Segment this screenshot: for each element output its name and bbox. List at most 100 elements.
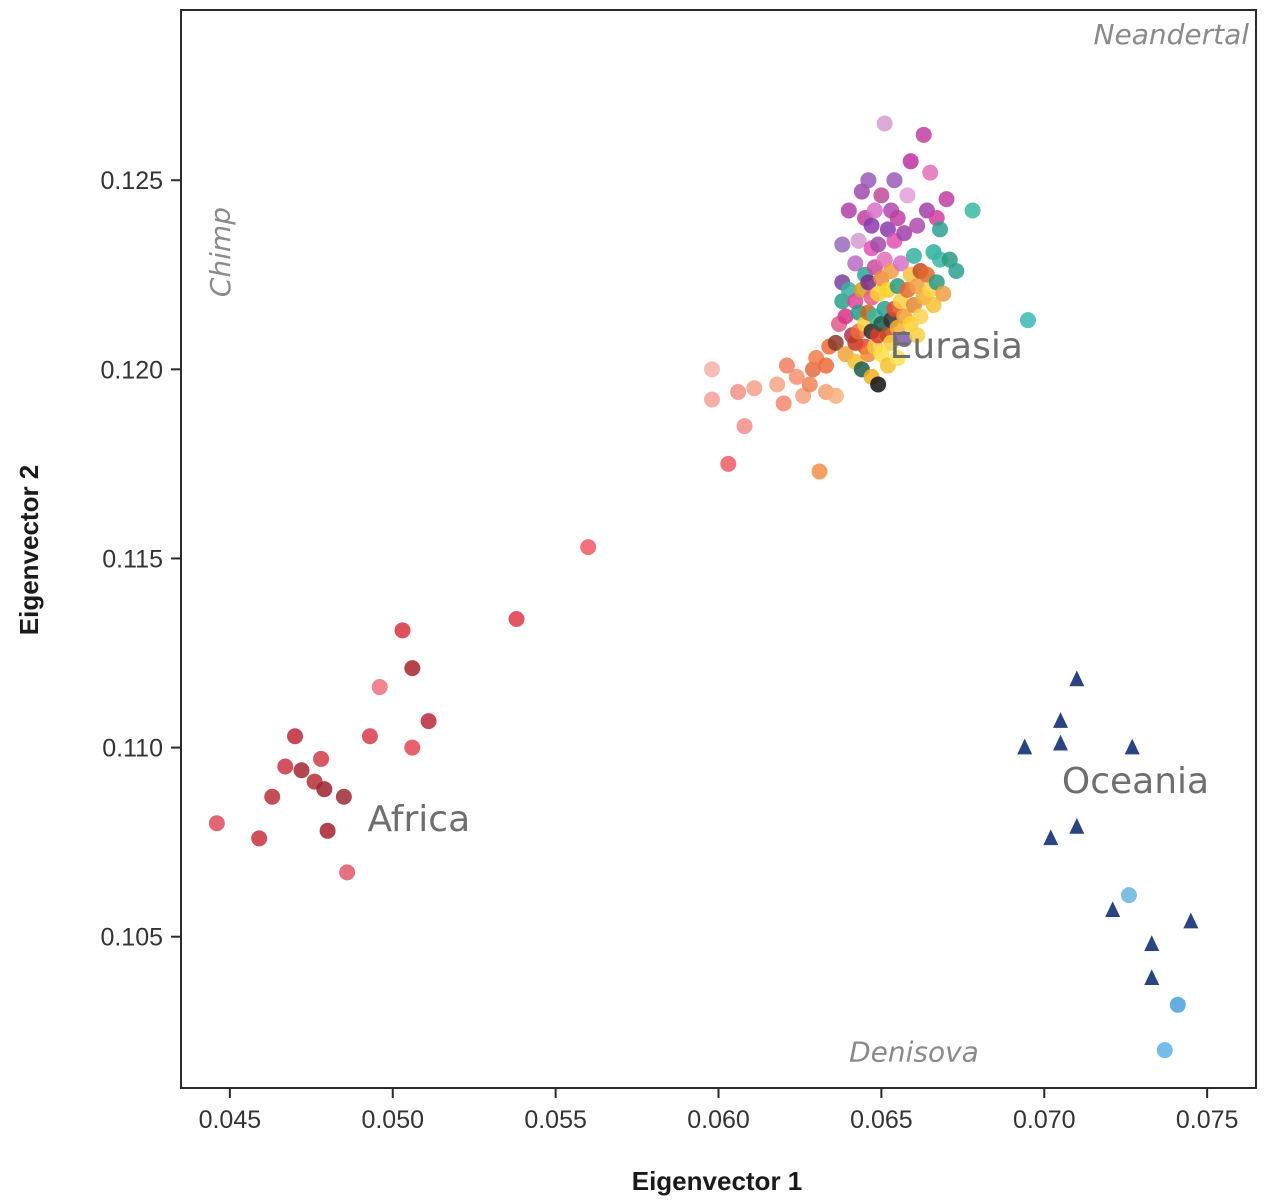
x-tick-label: 0.050: [361, 1106, 424, 1134]
y-axis-title: Eigenvector 2: [14, 465, 44, 636]
sample-point: [801, 376, 818, 393]
x-tick-label: 0.055: [524, 1106, 587, 1134]
sample-point: [508, 610, 525, 627]
oceania-triangle-point: [1105, 901, 1121, 917]
sample-point: [703, 391, 720, 408]
reference-label-chimp: Chimp: [204, 207, 237, 297]
sample-point: [746, 380, 763, 397]
sample-point: [1120, 887, 1137, 904]
sample-point: [909, 217, 926, 234]
sample-point: [870, 376, 887, 393]
sample-point: [860, 172, 877, 189]
oceania-triangle-point: [1053, 712, 1069, 728]
x-tick-label: 0.045: [199, 1106, 262, 1134]
sample-point: [335, 788, 352, 805]
sample-point: [847, 255, 864, 272]
sample-point: [339, 864, 356, 881]
sample-point: [909, 327, 926, 344]
sample-point: [811, 463, 828, 480]
y-tick-label: 0.120: [100, 356, 163, 384]
sample-point: [925, 297, 942, 314]
sample-point: [837, 308, 854, 325]
sample-point: [915, 126, 932, 143]
oceania-triangle-point: [1124, 738, 1140, 755]
x-tick-label: 0.070: [1013, 1106, 1076, 1134]
sample-point: [876, 115, 893, 132]
sample-point: [948, 262, 965, 279]
sample-point: [905, 247, 922, 264]
sample-point: [873, 187, 890, 204]
oceania-triangle-point: [1144, 969, 1160, 986]
sample-point: [932, 221, 949, 238]
sample-point: [1156, 1042, 1173, 1059]
sample-point: [319, 822, 336, 839]
region-label-eurasia: Eurasia: [890, 326, 1023, 367]
sample-point: [420, 713, 437, 730]
sample-point: [964, 202, 981, 219]
x-tick-label: 0.075: [1176, 1106, 1239, 1134]
sample-point: [769, 376, 786, 393]
sample-point: [277, 758, 294, 775]
region-label-africa: Africa: [367, 799, 470, 840]
sample-point: [264, 788, 281, 805]
sample-point: [902, 153, 919, 170]
sample-point: [938, 191, 955, 208]
oceania-triangle-point: [1043, 829, 1059, 846]
y-tick-label: 0.115: [102, 545, 163, 573]
reference-label-denisova: Denisova: [849, 1036, 979, 1069]
sample-point: [883, 334, 900, 351]
sample-point: [935, 285, 952, 302]
sample-point: [720, 455, 737, 472]
sample-point: [899, 187, 916, 204]
sample-point: [827, 387, 844, 404]
y-tick-label: 0.105: [100, 924, 163, 952]
sample-point: [251, 830, 268, 847]
sample-point: [293, 762, 310, 779]
sample-point: [886, 172, 903, 189]
sample-point: [394, 622, 411, 639]
sample-point: [371, 679, 388, 696]
sample-point: [840, 202, 857, 219]
oceania-triangle-point: [1183, 912, 1199, 929]
y-tick-label: 0.110: [102, 735, 163, 763]
reference-label-neandertal: Neandertal: [1094, 18, 1250, 51]
sample-point: [834, 236, 851, 253]
x-axis-ticks: 0.045 0.050 0.055 0.060 0.065 0.070 0.075: [199, 1088, 1239, 1134]
oceania-triangle-point: [1069, 670, 1085, 687]
annotations: Eurasia Africa Oceania Neandertal Chimp Denis…: [204, 18, 1249, 1068]
sample-point: [730, 384, 747, 401]
oceania-triangle-point: [1053, 734, 1069, 751]
sample-point: [316, 781, 333, 798]
x-tick-label: 0.065: [850, 1106, 913, 1134]
sample-point: [404, 660, 421, 677]
sample-point: [1019, 312, 1036, 329]
sample-point: [778, 357, 795, 374]
sample-point: [404, 739, 421, 756]
region-label-oceania: Oceania: [1062, 761, 1209, 802]
sample-point: [889, 210, 906, 227]
sample-point: [818, 357, 834, 374]
sample-point: [313, 750, 330, 767]
sample-point: [1169, 996, 1186, 1013]
sample-point: [889, 349, 906, 366]
sample-point: [703, 361, 720, 378]
sample-point: [827, 334, 844, 351]
oceania-triangle-point: [1144, 935, 1160, 952]
sample-point: [208, 815, 225, 832]
plot-frame: [180, 9, 1257, 1089]
sample-point: [922, 164, 939, 181]
sample-point: [892, 255, 909, 272]
y-axis-ticks: 0.105 0.110 0.115 0.120 0.125: [100, 167, 181, 952]
sample-point: [866, 202, 883, 219]
sample-point: [287, 728, 304, 745]
data-points: [208, 115, 1199, 1059]
sample-point: [896, 331, 913, 348]
sample-point: [775, 395, 792, 412]
sample-point: [912, 308, 929, 325]
sample-point: [896, 225, 913, 242]
sample-point: [860, 274, 877, 291]
oceania-triangle-point: [1017, 738, 1033, 755]
sample-point: [870, 236, 887, 253]
x-tick-label: 0.060: [687, 1106, 750, 1134]
